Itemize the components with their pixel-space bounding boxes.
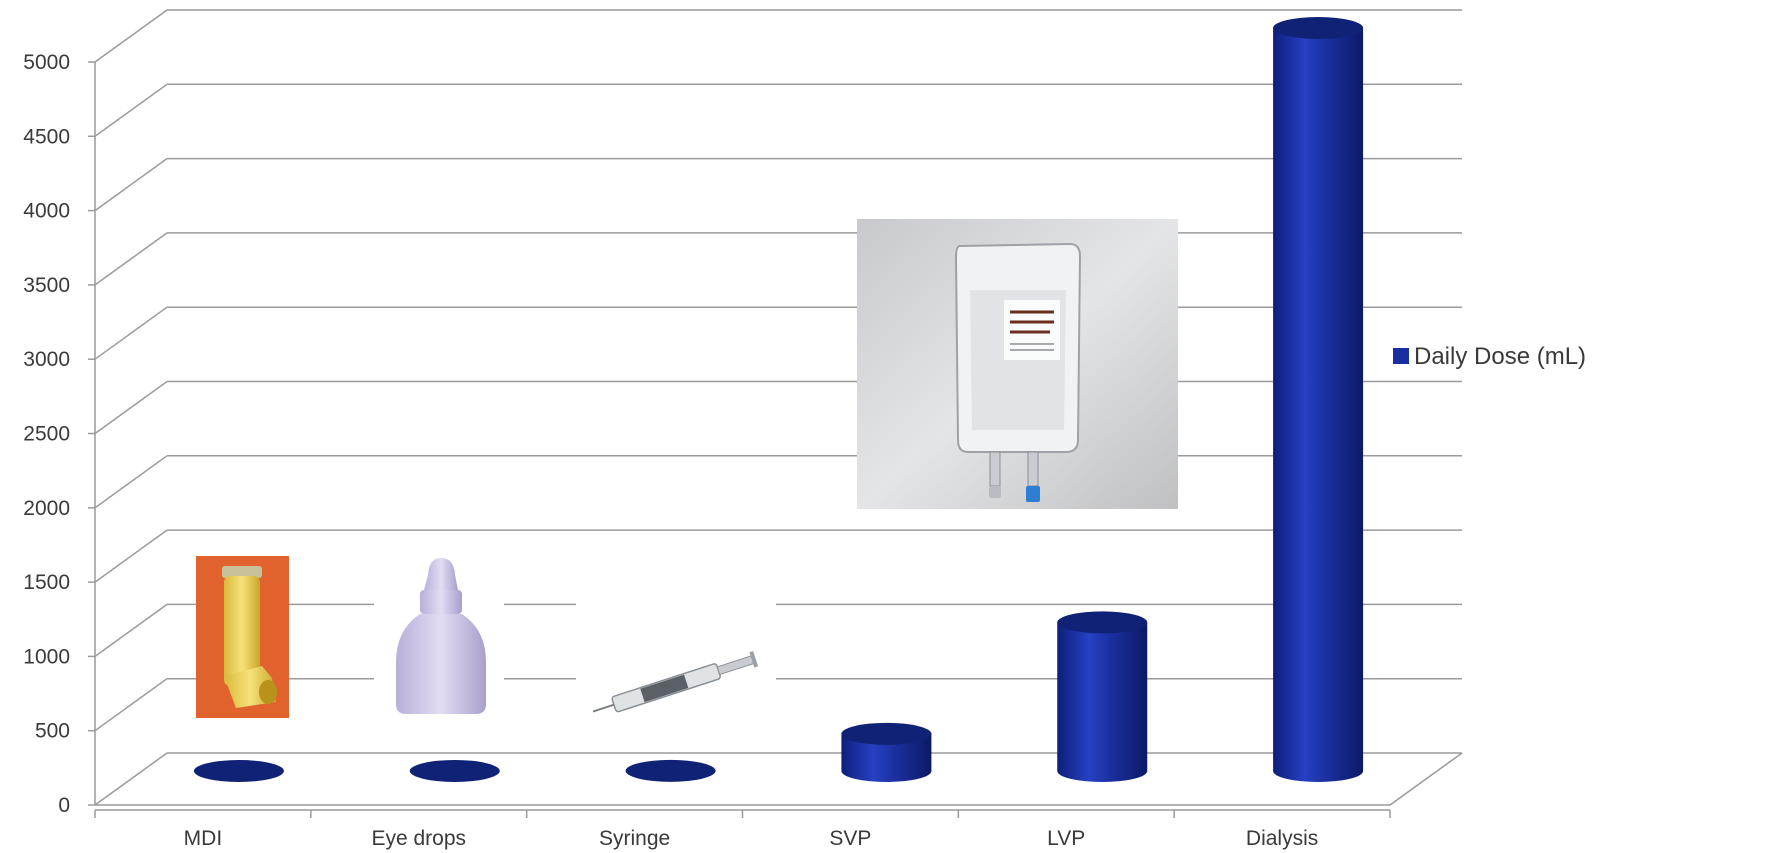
y-tick-label: 3000 bbox=[23, 348, 70, 371]
y-tick-label: 4500 bbox=[23, 125, 70, 148]
bar-top bbox=[625, 759, 716, 782]
x-tick-label: LVP bbox=[1047, 827, 1085, 850]
inhaler-image bbox=[196, 556, 289, 718]
gridline-diagonal bbox=[94, 232, 168, 286]
gridline-diagonal bbox=[94, 529, 168, 583]
bar bbox=[1057, 611, 1148, 782]
gridline-diagonal bbox=[94, 157, 168, 212]
gridline-diagonal bbox=[94, 455, 168, 509]
x-tick-label: MDI bbox=[184, 827, 223, 850]
syringe-image bbox=[576, 598, 776, 748]
y-axis: 0 500 1000 1500 2000 2500 3000 3500 4000 4500 5000 bbox=[23, 51, 96, 817]
y-tick-label: 4000 bbox=[23, 200, 70, 223]
y-tick-label: 1500 bbox=[23, 571, 70, 594]
bars bbox=[193, 17, 1364, 782]
gridlines bbox=[94, 9, 1463, 806]
bar-body bbox=[841, 733, 932, 782]
y-tick-label: 2000 bbox=[23, 497, 70, 520]
bar-top bbox=[841, 722, 932, 745]
bar bbox=[409, 759, 500, 782]
bar-top bbox=[1057, 611, 1148, 634]
y-tick-label: 5000 bbox=[23, 51, 70, 74]
y-tick-label: 2500 bbox=[23, 423, 70, 446]
x-tick-label: Dialysis bbox=[1246, 827, 1318, 850]
y-tick-label: 3500 bbox=[23, 274, 70, 297]
legend-swatch bbox=[1393, 348, 1409, 364]
y-tick-label: 500 bbox=[35, 720, 70, 743]
gridline-diagonal bbox=[94, 380, 168, 435]
gridline-diagonal bbox=[94, 306, 168, 360]
x-tick-label: SVP bbox=[829, 827, 871, 850]
bar bbox=[1273, 17, 1364, 782]
product-photos bbox=[196, 219, 1178, 748]
floor-right-edge bbox=[1389, 752, 1463, 806]
bar-top bbox=[409, 759, 500, 782]
legend: Daily Dose (mL) bbox=[1393, 343, 1586, 370]
gridline-diagonal bbox=[94, 83, 168, 137]
gridline-diagonal bbox=[94, 9, 168, 63]
bar bbox=[841, 722, 932, 782]
gridline-diagonal bbox=[94, 752, 168, 806]
gridline-diagonal bbox=[94, 603, 168, 658]
legend-label: Daily Dose (mL) bbox=[1414, 343, 1586, 370]
y-tick-label: 0 bbox=[58, 794, 70, 817]
bar-top bbox=[193, 759, 284, 782]
y-tick-label: 1000 bbox=[23, 645, 70, 668]
x-tick-label: Eye drops bbox=[371, 827, 466, 850]
x-tick-label: Syringe bbox=[599, 827, 670, 850]
bar-top bbox=[1273, 17, 1364, 39]
x-axis: MDI Eye drops Syringe SVP LVP Dialysis bbox=[94, 809, 1391, 850]
bar-body bbox=[1273, 28, 1364, 782]
eye-drops-image bbox=[374, 556, 504, 718]
gridline-diagonal bbox=[94, 678, 168, 732]
iv-bag-image bbox=[857, 219, 1178, 509]
bar bbox=[193, 759, 284, 782]
bar bbox=[625, 759, 716, 782]
bar-body bbox=[1057, 622, 1148, 782]
